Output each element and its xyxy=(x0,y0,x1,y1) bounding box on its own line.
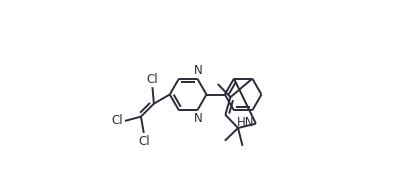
Text: Cl: Cl xyxy=(147,73,158,86)
Text: HN: HN xyxy=(237,116,255,129)
Text: Cl: Cl xyxy=(138,135,150,148)
Text: N: N xyxy=(194,112,202,125)
Text: Cl: Cl xyxy=(112,114,123,127)
Text: N: N xyxy=(194,64,202,77)
